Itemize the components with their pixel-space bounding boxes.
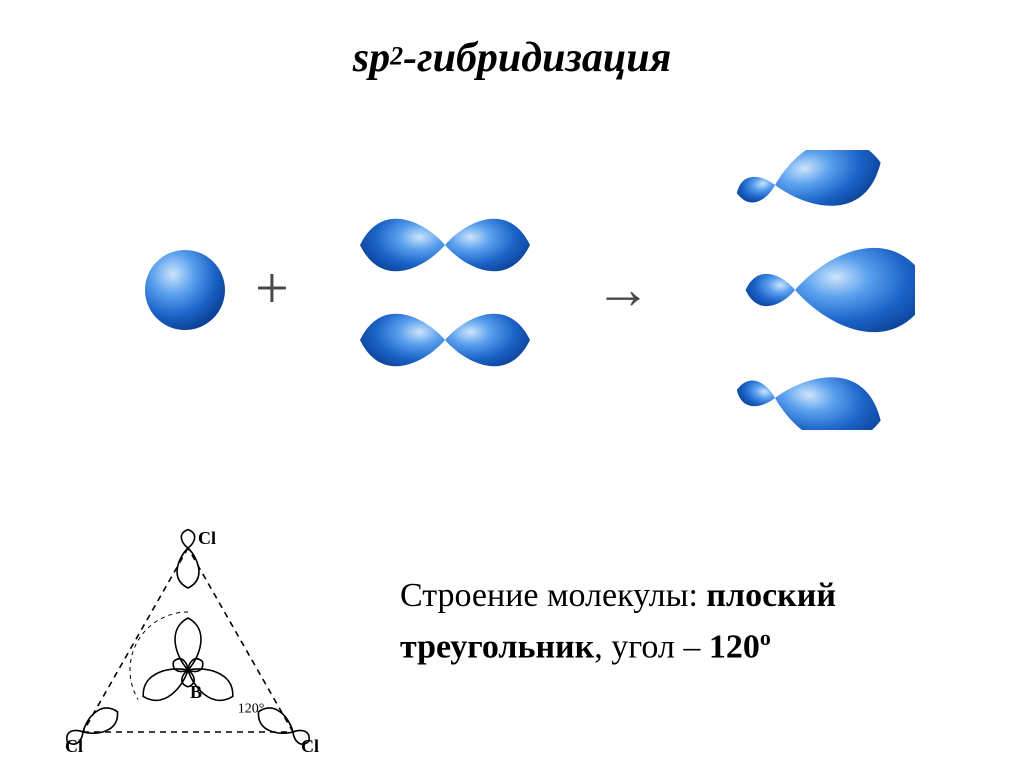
caption-bold-1: плоский <box>706 577 836 614</box>
caption-part-2: , угол – <box>594 628 709 665</box>
orbital-svg <box>115 150 915 430</box>
title-prefix: sp <box>353 35 390 81</box>
title-suffix: -гибридизация <box>403 35 671 81</box>
caption-angle: 120 <box>709 628 760 665</box>
svg-text:Cl: Cl <box>301 736 319 756</box>
svg-text:120°: 120° <box>238 702 265 717</box>
caption-bold-2: треугольник <box>400 628 594 665</box>
bcl3-structure-diagram: 120° B Cl Cl Cl <box>28 520 348 760</box>
title-sup: 2 <box>390 42 403 71</box>
svg-text:B: B <box>190 682 202 702</box>
plus-symbol: + <box>255 258 289 318</box>
caption-degree: о <box>760 625 771 650</box>
svg-text:Cl: Cl <box>65 736 83 756</box>
page-title: sp2-гибридизация <box>0 34 1024 82</box>
orbital-combination-diagram: + → <box>115 150 915 430</box>
arrow-symbol: → <box>595 262 651 318</box>
geometry-caption: Строение молекулы: плоский треугольник, … <box>400 570 1010 672</box>
bcl3-svg: 120° B Cl Cl Cl <box>28 520 348 760</box>
caption-part-1: Строение молекулы: <box>400 577 706 614</box>
svg-text:Cl: Cl <box>198 528 216 548</box>
